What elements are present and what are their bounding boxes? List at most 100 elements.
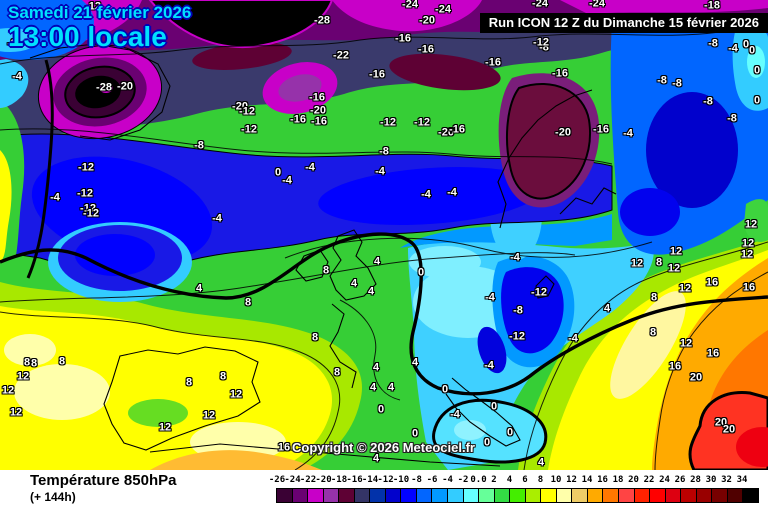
map-temp-label: -12 bbox=[241, 123, 257, 136]
legend-tick: -22 bbox=[299, 475, 317, 485]
map-temp-label: -12 bbox=[533, 36, 549, 49]
legend-tick: 4 bbox=[506, 475, 513, 485]
copyright-notice: Copyright © 2026 Meteociel.fr bbox=[292, 440, 475, 455]
map-temp-label: 8 bbox=[649, 326, 657, 339]
legend-tick: -10 bbox=[392, 475, 410, 485]
map-temp-label: 0 bbox=[417, 266, 425, 279]
map-temp-label: -4 bbox=[12, 70, 22, 83]
map-temp-label: 12 bbox=[678, 282, 692, 295]
legend-cell bbox=[509, 488, 526, 503]
map-temp-label: 20 bbox=[689, 371, 703, 384]
map-temp-label: 8 bbox=[322, 264, 330, 277]
legend-tick: 10 bbox=[550, 475, 562, 485]
legend-cell bbox=[400, 488, 417, 503]
map-temp-label: 16 bbox=[277, 441, 291, 454]
legend-tick: -20 bbox=[315, 475, 332, 485]
legend-cell bbox=[602, 488, 620, 503]
legend-cell bbox=[618, 488, 635, 503]
legend-cell bbox=[307, 488, 324, 503]
legend-cell bbox=[338, 488, 355, 503]
map-temp-label: -12 bbox=[531, 286, 547, 299]
legend-tick: 14 bbox=[581, 475, 593, 485]
footer-bar: Température 850hPa (+ 144h) -26 -24 -22 -20… bbox=[0, 470, 768, 512]
zero-isotherm-line-west bbox=[26, 59, 54, 279]
map-temp-label: 0 bbox=[377, 403, 385, 416]
legend-cell bbox=[462, 488, 480, 503]
legend-tick: 2 bbox=[491, 475, 497, 485]
map-temp-label: 4 bbox=[195, 282, 203, 295]
map-temp-label: 4 bbox=[411, 356, 419, 369]
map-temp-label: 12 bbox=[741, 237, 755, 250]
legend-tick: -8 bbox=[411, 475, 422, 485]
map-temp-label: -4 bbox=[484, 359, 494, 372]
map-temp-label: -12 bbox=[80, 202, 96, 215]
map-temp-label: -16 bbox=[369, 68, 385, 81]
map-temp-label: -4 bbox=[212, 212, 222, 225]
map-temp-label: 0 bbox=[753, 94, 761, 107]
map-temp-label: -4 bbox=[375, 165, 385, 178]
map-temp-label: -20 bbox=[232, 100, 248, 113]
model-run-info: Run ICON 12 Z du Dimanche 15 février 202… bbox=[479, 13, 768, 33]
map-temp-label: -20 bbox=[438, 126, 454, 139]
map-temp-label: -8 bbox=[513, 304, 523, 317]
map-temp-label: -20 bbox=[419, 14, 435, 27]
map-temp-label: -18 bbox=[704, 0, 720, 12]
map-temp-label: -16 bbox=[418, 43, 434, 56]
map-temp-label: 12 bbox=[158, 421, 172, 434]
legend-tick: -24 bbox=[284, 475, 301, 485]
map-temp-label: -4 bbox=[421, 188, 431, 201]
legend-cell bbox=[447, 488, 464, 503]
map-temp-label: 8 bbox=[23, 356, 31, 369]
map-temp-label: 4 bbox=[350, 277, 358, 290]
map-temp-label: 8 bbox=[650, 291, 658, 304]
map-temp-label: -4 bbox=[510, 251, 520, 264]
map-temp-label: 20 bbox=[714, 416, 728, 429]
forecast-hour: (+ 144h) bbox=[30, 490, 76, 504]
map-temp-label: 8 bbox=[30, 357, 38, 370]
legend-tick: 16 bbox=[597, 475, 608, 485]
map-temp-label: 16 bbox=[706, 347, 720, 360]
map-temp-label: -20 bbox=[117, 80, 133, 93]
map-temp-label: 0 bbox=[274, 166, 282, 179]
map-temp-label: 8 bbox=[333, 366, 341, 379]
map-temp-label: -8 bbox=[672, 77, 682, 90]
legend-cell bbox=[540, 488, 557, 503]
legend-tick: 22 bbox=[643, 475, 655, 485]
map-temp-label: 4 bbox=[372, 452, 380, 465]
map-temp-label: 0 bbox=[490, 400, 498, 413]
legend-tick: 12 bbox=[566, 475, 577, 485]
legend-tick: 6 bbox=[522, 475, 528, 485]
legend-cells bbox=[276, 488, 759, 503]
legend-cell bbox=[711, 488, 728, 503]
map-temp-label: 12 bbox=[1, 384, 15, 397]
map-temp-label: 12 bbox=[669, 245, 683, 258]
legend-cell bbox=[664, 488, 682, 503]
legend-cell bbox=[726, 488, 744, 503]
legend-cell bbox=[742, 488, 759, 503]
map-temp-label: -16 bbox=[395, 32, 411, 45]
map-temp-label: -28 bbox=[314, 14, 330, 27]
map-temp-label: -12 bbox=[509, 330, 525, 343]
map-temp-label: -4 bbox=[282, 174, 292, 187]
map-temp-label: -4 bbox=[305, 161, 315, 174]
legend-tick: 20 bbox=[628, 475, 639, 485]
legend-cell bbox=[695, 488, 713, 503]
color-scale-legend: -26 -24 -22 -20 -18 -16 -14 -12 -10 -8 -6 -4 -2 0.0 2 4… bbox=[269, 470, 759, 512]
map-temp-label: 8 bbox=[311, 331, 319, 344]
zero-isotherm-line bbox=[0, 232, 768, 396]
map-temp-label: 12 bbox=[744, 218, 758, 231]
legend-tick: 18 bbox=[612, 475, 624, 485]
map-temp-label: 0 bbox=[742, 38, 750, 51]
legend-cell bbox=[291, 488, 309, 503]
map-temp-label: -8 bbox=[703, 95, 713, 108]
map-temp-label: -4 bbox=[447, 186, 457, 199]
map-temp-label: -4 bbox=[728, 42, 738, 55]
map-temp-label: -16 bbox=[311, 115, 327, 128]
map-temp-label: 0 bbox=[411, 427, 419, 440]
map-temp-label: 12 bbox=[202, 409, 216, 422]
legend-cell bbox=[353, 488, 371, 503]
map-temp-label: 4 bbox=[369, 381, 377, 394]
map-temp-label: 12 bbox=[667, 262, 681, 275]
map-temp-label: -4 bbox=[623, 127, 633, 140]
